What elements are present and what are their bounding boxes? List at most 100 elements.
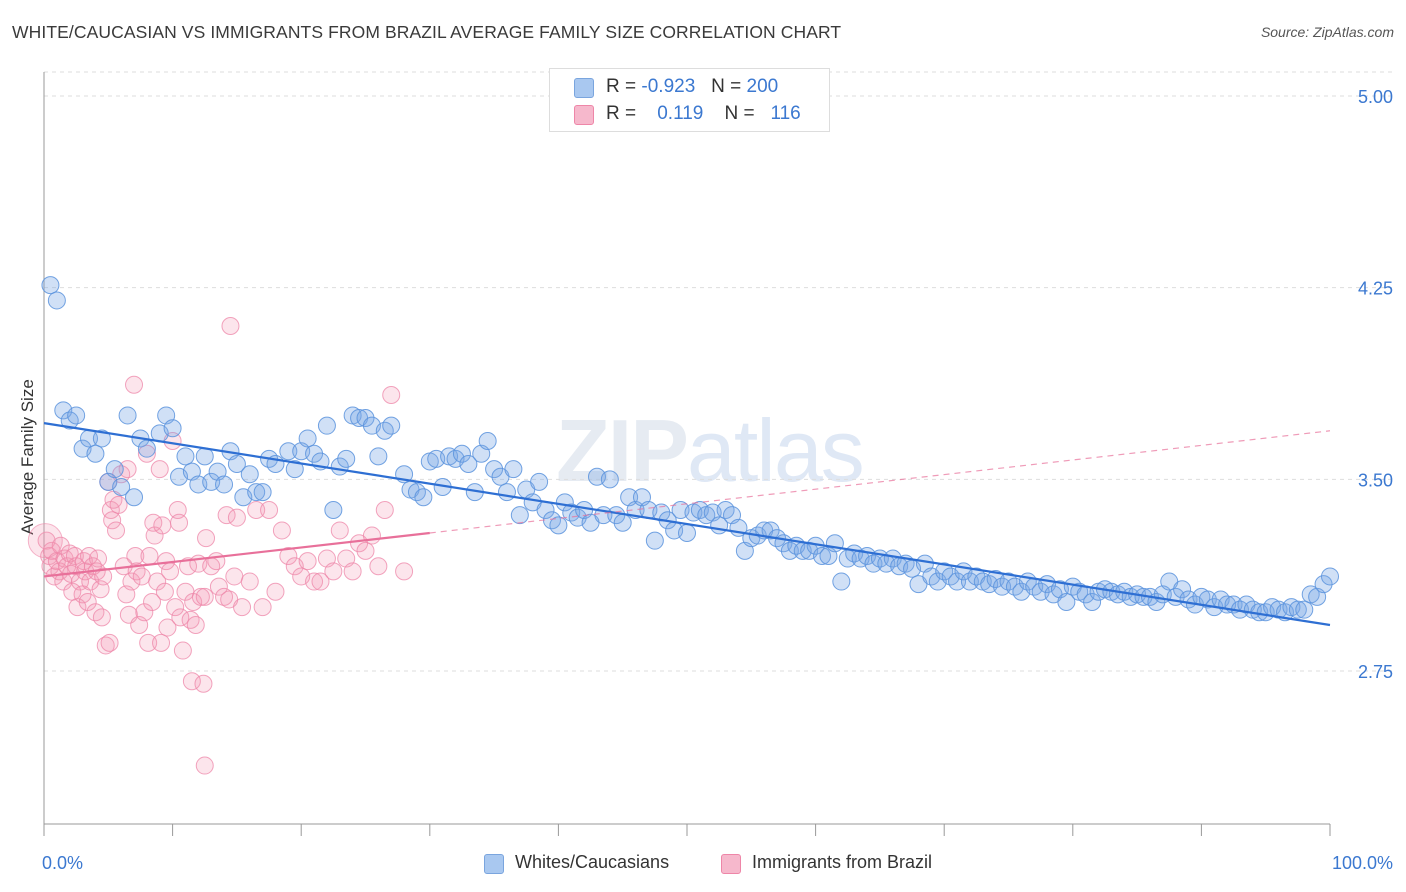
whites-point (298, 429, 317, 448)
brazil-point (179, 557, 198, 576)
legend-r-value: -0.923 (641, 76, 696, 97)
brazil-point (126, 547, 145, 565)
whites-point (285, 460, 304, 479)
brazil-point (145, 526, 164, 545)
legend-n-value: 116 (770, 103, 801, 124)
brazil-point-large (27, 523, 63, 559)
whites-point (176, 447, 195, 466)
chart-title: WHITE/CAUCASIAN VS IMMIGRANTS FROM BRAZI… (12, 22, 842, 42)
whites-point (112, 478, 131, 496)
whites-point (478, 432, 497, 450)
brazil-point (253, 598, 272, 617)
brazil-point (298, 552, 317, 571)
legend-n-value: 200 (746, 76, 779, 97)
whites-point (92, 429, 111, 448)
brazil-point (166, 598, 185, 617)
bottom-legend-swatch-whites (484, 854, 504, 874)
brazil-point (191, 587, 210, 606)
whites-point (1295, 600, 1314, 619)
brazil-point (227, 508, 246, 527)
x-tick-label-max: 100.0% (1332, 853, 1393, 873)
brazil-point (305, 572, 324, 591)
legend-text-whites: R = -0.923 N = 200 (606, 76, 778, 98)
whites-point (215, 475, 234, 494)
whites-point (1083, 593, 1102, 611)
whites-point (645, 531, 664, 550)
brazil-point (103, 511, 122, 530)
brazil-point (150, 460, 169, 479)
brazil-point (89, 549, 108, 568)
watermark-bold: ZIP (556, 401, 689, 500)
brazil-point (195, 756, 214, 775)
y-axis-label: Average Family Size (18, 379, 37, 535)
whites-point (163, 419, 182, 438)
whites-point (356, 409, 375, 427)
brazil-point (186, 616, 205, 634)
whites-point (497, 483, 516, 502)
whites-point (510, 506, 529, 525)
brazil-point (217, 506, 236, 525)
y-tick-label: 5.00 (1358, 87, 1393, 107)
whites-point (1288, 600, 1307, 619)
brazil-trendline-extension (429, 430, 1331, 534)
brazil-point (171, 608, 190, 627)
whites-point (485, 460, 504, 479)
brazil-point (195, 587, 214, 606)
brazil-point (260, 501, 279, 519)
bottom-legend-label-brazil: Immigrants from Brazil (752, 852, 933, 872)
brazil-point (369, 557, 388, 576)
brazil-point (197, 529, 216, 548)
whites-point (1057, 593, 1076, 611)
whites-point (1173, 580, 1192, 599)
whites-point (1314, 575, 1333, 594)
brazil-point (324, 562, 343, 581)
brazil-point (272, 521, 291, 540)
whites-trendline (43, 422, 1331, 627)
whites-point (86, 444, 105, 463)
whites-point (253, 483, 272, 502)
legend-r-value: 0.119 (657, 103, 704, 124)
whites-point (337, 449, 356, 468)
brazil-point (356, 541, 375, 560)
legend-n-label: N = (711, 76, 742, 97)
brazil-point (161, 562, 180, 581)
watermark: ZIPatlas (556, 400, 865, 502)
brazil-point (109, 495, 128, 514)
bottom-legend-swatch-brazil (721, 854, 741, 874)
brazil-point (330, 521, 349, 540)
brazil-point (94, 567, 113, 586)
legend-swatch-whites (574, 78, 594, 98)
watermark-light: atlas (686, 401, 865, 500)
whites-point (530, 472, 549, 491)
whites-point (414, 488, 433, 507)
legend-n-label: N = (724, 103, 755, 124)
brazil-point (122, 572, 141, 591)
whites-point (47, 291, 66, 310)
whites-point (227, 455, 246, 473)
whites-point (504, 460, 523, 479)
brazil-point (173, 641, 192, 660)
whites-point (67, 406, 86, 425)
brazil-point (247, 501, 266, 519)
chart-source: Source: ZipAtlas.com (1260, 24, 1394, 40)
whites-point (832, 572, 851, 591)
y-tick-label: 2.75 (1358, 662, 1393, 682)
brazil-point (382, 386, 401, 404)
whites-point (452, 444, 471, 463)
whites-point (125, 488, 144, 507)
whites-point (382, 416, 401, 435)
whites-point (761, 521, 780, 540)
brazil-point (215, 587, 234, 606)
brazil-point (125, 375, 144, 394)
legend-r-label: R = (606, 76, 637, 97)
brazil-point (148, 572, 167, 591)
brazil-point (343, 562, 362, 581)
legend-swatch-brazil (574, 105, 594, 125)
brazil-point (233, 598, 252, 617)
whites-point (105, 460, 124, 479)
brazil-point (155, 582, 174, 601)
brazil-trendline (43, 531, 430, 578)
whites-point (317, 416, 336, 435)
legend-r-label: R = (606, 103, 637, 124)
whites-point (118, 406, 137, 425)
